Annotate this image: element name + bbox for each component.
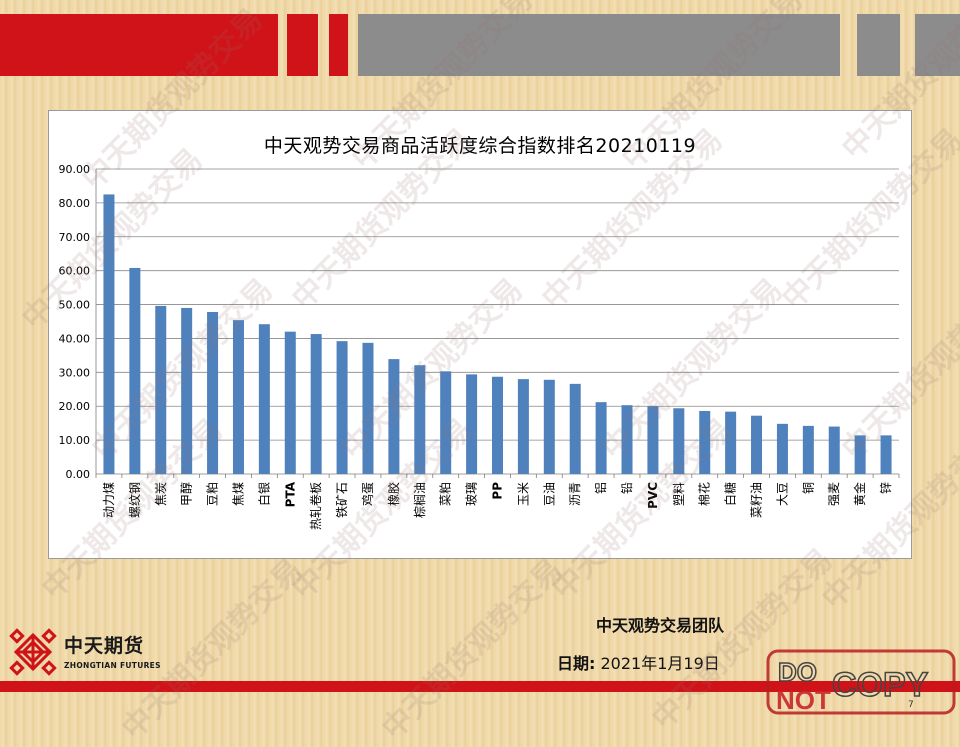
- y-tick-label: 80.00: [59, 197, 91, 210]
- bar: [207, 312, 219, 474]
- bar: [673, 408, 685, 474]
- bar: [621, 405, 633, 474]
- bar: [751, 415, 763, 474]
- header-red-bar: [0, 14, 278, 76]
- bar: [725, 411, 737, 474]
- y-tick-label: 70.00: [59, 231, 91, 244]
- x-tick-label: 大豆: [775, 482, 789, 506]
- header-gray-bar: [358, 14, 840, 76]
- bar: [880, 435, 892, 474]
- bar: [310, 334, 322, 474]
- bar: [543, 379, 555, 474]
- y-tick-label: 10.00: [59, 434, 91, 447]
- chart-title: 中天观势交易商品活跃度综合指数排名20210119: [263, 135, 697, 157]
- date-label: 日期:: [557, 654, 596, 673]
- bar: [388, 359, 400, 474]
- x-tick-label: 白银: [256, 482, 271, 506]
- x-tick-label: 焦炭: [154, 482, 168, 506]
- x-tick-label: 铜: [800, 482, 815, 494]
- bar: [362, 342, 374, 474]
- bar: [336, 341, 348, 474]
- x-tick-label: 铅: [620, 482, 634, 494]
- x-tick-label: 强麦: [827, 482, 841, 506]
- do-not-copy-stamp: DO NOT COPY: [766, 649, 956, 715]
- logo-name-cn: 中天期货: [64, 635, 145, 657]
- y-tick-label: 40.00: [59, 332, 91, 345]
- bar: [284, 331, 296, 474]
- x-tick-label: 热轧卷板: [308, 482, 323, 530]
- x-tick-label: 鸡蛋: [360, 482, 375, 506]
- x-tick-label: PP: [491, 482, 505, 500]
- y-tick-label: 20.00: [59, 400, 91, 413]
- date-value: 2021年1月19日: [600, 654, 720, 673]
- y-tick-label: 30.00: [59, 366, 91, 379]
- bar: [414, 365, 426, 474]
- header-red-block-1: [287, 14, 318, 76]
- bar: [595, 402, 607, 474]
- x-tick-label: 橡胶: [386, 482, 401, 506]
- bar: [232, 320, 244, 474]
- x-tick-label: PTA: [283, 481, 297, 507]
- y-tick-label: 0.00: [66, 468, 91, 481]
- company-logo: 中天期货 ZHONGTIAN FUTURES: [6, 625, 166, 680]
- x-tick-label: 菜粕: [438, 482, 453, 506]
- x-tick-label: 锌: [879, 482, 893, 494]
- x-tick-label: 焦煤: [231, 482, 245, 506]
- knot-logo-icon: [9, 628, 57, 676]
- x-tick-label: 塑料: [671, 482, 686, 506]
- bar: [440, 371, 452, 474]
- x-tick-label: 玻璃: [465, 482, 479, 506]
- bar: [802, 425, 814, 474]
- header-gray-block-2: [915, 14, 960, 76]
- x-tick-label: 白糖: [723, 482, 738, 506]
- x-tick-label: 玉米: [516, 482, 530, 506]
- bar: [129, 267, 141, 474]
- x-tick-label: 螺纹钢: [128, 482, 142, 518]
- team-name: 中天观势交易团队: [595, 616, 724, 635]
- x-tick-label: 黄金: [852, 482, 867, 506]
- x-tick-label: 豆粕: [205, 482, 220, 506]
- x-tick-label: 铝: [593, 482, 608, 494]
- page-number: 7: [908, 700, 914, 710]
- x-tick-label: 菜籽油: [750, 482, 764, 518]
- x-tick-label: 铁矿石: [335, 482, 349, 518]
- x-tick-label: 豆油: [542, 482, 556, 506]
- bar: [103, 194, 115, 474]
- stamp-graphic: DO NOT COPY: [766, 649, 956, 715]
- y-tick-label: 50.00: [59, 299, 91, 312]
- bar: [492, 376, 503, 474]
- bar: [155, 305, 167, 474]
- x-tick-label: 甲醇: [179, 482, 194, 506]
- x-tick-label: 沥青: [568, 482, 582, 506]
- bar: [854, 435, 866, 474]
- x-tick-label: 棉花: [697, 482, 712, 506]
- logo-name-en: ZHONGTIAN FUTURES: [64, 661, 161, 670]
- y-tick-label: 90.00: [59, 163, 91, 176]
- stamp-text-copy: COPY: [832, 666, 929, 704]
- bar: [647, 406, 659, 474]
- bar: [776, 423, 788, 474]
- stamp-text-not: NOT: [776, 685, 831, 715]
- x-tick-label: PVC: [646, 482, 660, 509]
- bar: [181, 307, 193, 474]
- bar: [466, 374, 478, 474]
- header-red-block-2: [329, 14, 348, 76]
- watermark-text: 中天期货观势交易: [375, 552, 570, 747]
- bar: [828, 426, 840, 474]
- bottom-stripe: [0, 681, 960, 692]
- y-tick-label: 60.00: [59, 265, 91, 278]
- bar: [258, 324, 270, 474]
- bar: [699, 410, 711, 474]
- date-line: 日期: 2021年1月19日: [557, 650, 720, 674]
- x-tick-label: 棕榈油: [412, 482, 427, 518]
- bar-chart: 0.00 10.00 20.00 30.00 40.00 50.00 60.00 70.00 8…: [59, 163, 900, 530]
- stamp-text-do: DO: [778, 657, 817, 687]
- bar: [517, 379, 529, 474]
- chart-panel: 中天观势交易商品活跃度综合指数排名20210119 0.00 10.00 20.00…: [48, 110, 912, 559]
- x-tick-label: 动力煤: [102, 482, 116, 518]
- header-gray-block-1: [857, 14, 900, 76]
- bar: [569, 383, 581, 474]
